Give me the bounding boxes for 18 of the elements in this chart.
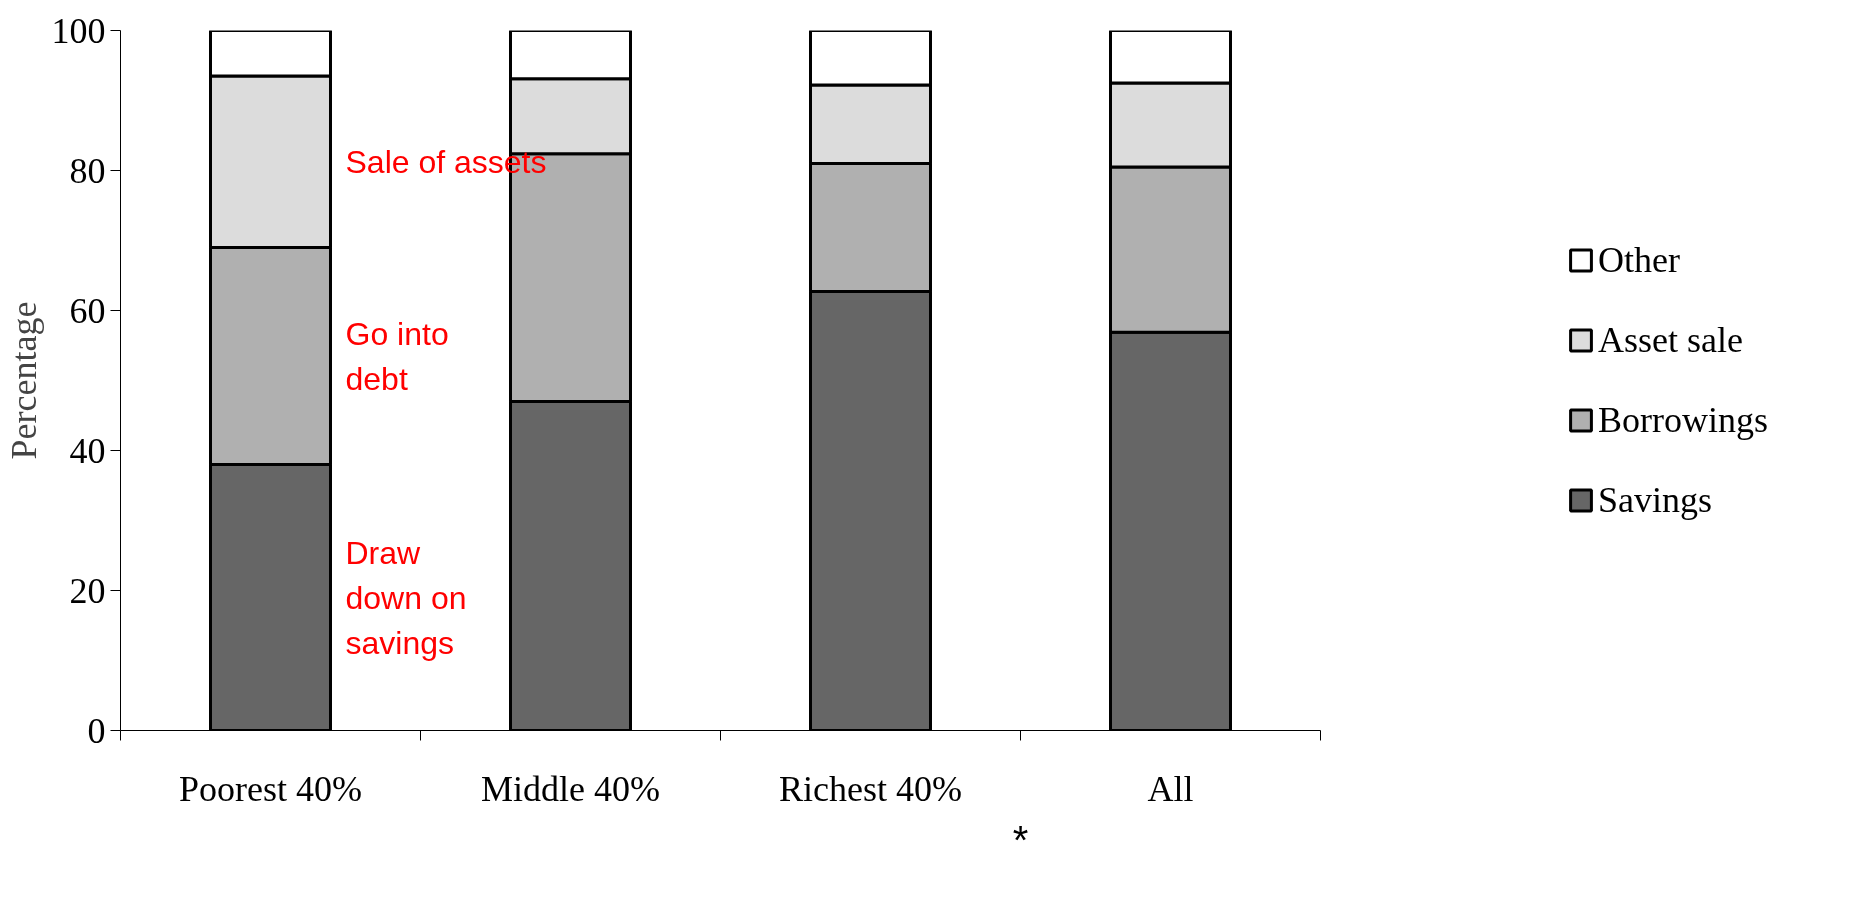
y-tick-label: 100 (51, 10, 106, 51)
legend-label: Savings (1598, 479, 1713, 521)
y-tick-label: 0 (87, 710, 106, 751)
annotation: Go into debt (345, 315, 449, 397)
text: * (1012, 817, 1029, 862)
x-tick-label: Richest 40% (779, 768, 962, 809)
annotation: Draw down on savings (345, 534, 467, 661)
y-axis-title: Percentage (3, 301, 44, 460)
y-tick-label: 20 (69, 570, 106, 611)
legend-label: Asset sale (1598, 319, 1743, 361)
legend-label: Borrowings (1598, 399, 1768, 441)
legend-label: Other (1598, 239, 1680, 281)
x-tick-label: All (1147, 768, 1194, 809)
x-tick-label: Poorest 40% (179, 768, 363, 809)
y-tick-label: 80 (69, 150, 106, 191)
x-tick-label: Middle 40% (481, 768, 660, 809)
y-tick-label: 40 (69, 430, 106, 471)
y-tick-label: 60 (69, 290, 106, 331)
